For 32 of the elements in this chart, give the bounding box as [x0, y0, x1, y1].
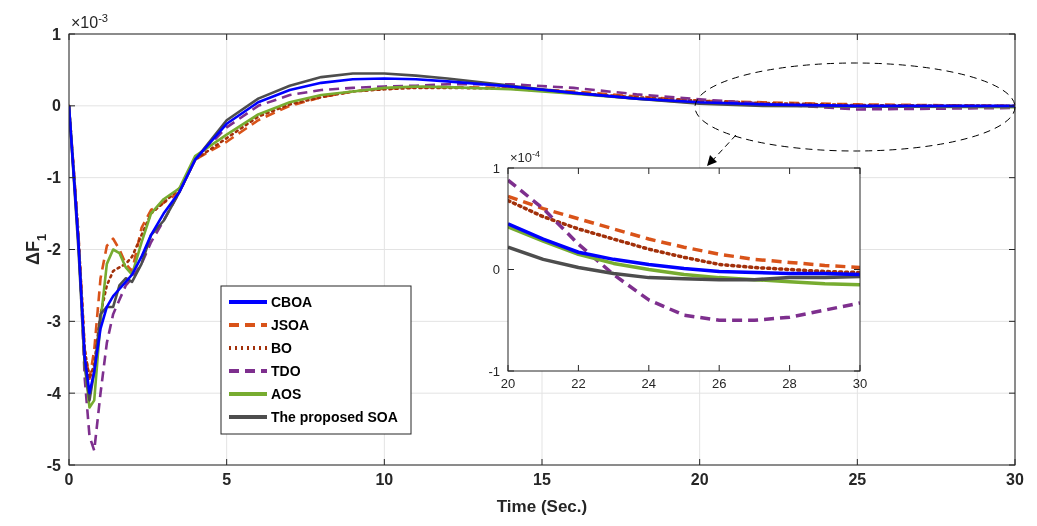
x-tick-label: 24 [641, 376, 657, 391]
y-tick-label: 0 [492, 262, 500, 278]
legend-label: The proposed SOA [271, 409, 398, 425]
y-tick-label: 1 [492, 160, 500, 176]
x-tick-label: 0 [64, 471, 74, 488]
x-axis-title: Time (Sec.) [496, 497, 588, 516]
x-tick-label: 15 [533, 471, 551, 488]
text: ×10$^{-3}$ [71, 12, 109, 31]
y-tick-label: -1 [488, 363, 500, 379]
x-tick-label: 25 [848, 471, 867, 488]
x-tick-label: 10 [375, 471, 394, 488]
y-tick-label: 0 [52, 97, 62, 115]
x-tick-label: 22 [571, 376, 586, 391]
x-tick-label: 26 [711, 376, 727, 391]
legend-label: TDO [271, 363, 301, 379]
legend-label: CBOA [271, 294, 313, 310]
x-tick-label: 5 [222, 471, 232, 488]
annotation: ×10$^{-4}$ [510, 149, 541, 165]
legend-label: JSOA [271, 317, 310, 333]
x-tick-label: 30 [852, 376, 868, 391]
legend-label: BO [271, 340, 293, 356]
x-tick-label: 20 [500, 376, 516, 391]
legend-label: AOS [271, 386, 302, 402]
x-tick-label: 28 [782, 376, 797, 391]
y-tick-label: -1 [46, 169, 62, 187]
y-tick-label: -2 [46, 241, 62, 259]
y-tick-label: -5 [46, 456, 62, 474]
x-tick-label: 30 [1006, 471, 1024, 488]
x-tick-label: 20 [690, 471, 709, 488]
y-tick-label: -3 [46, 312, 62, 330]
y-tick-label: 1 [52, 25, 62, 43]
y-tick-label: -4 [46, 384, 62, 402]
